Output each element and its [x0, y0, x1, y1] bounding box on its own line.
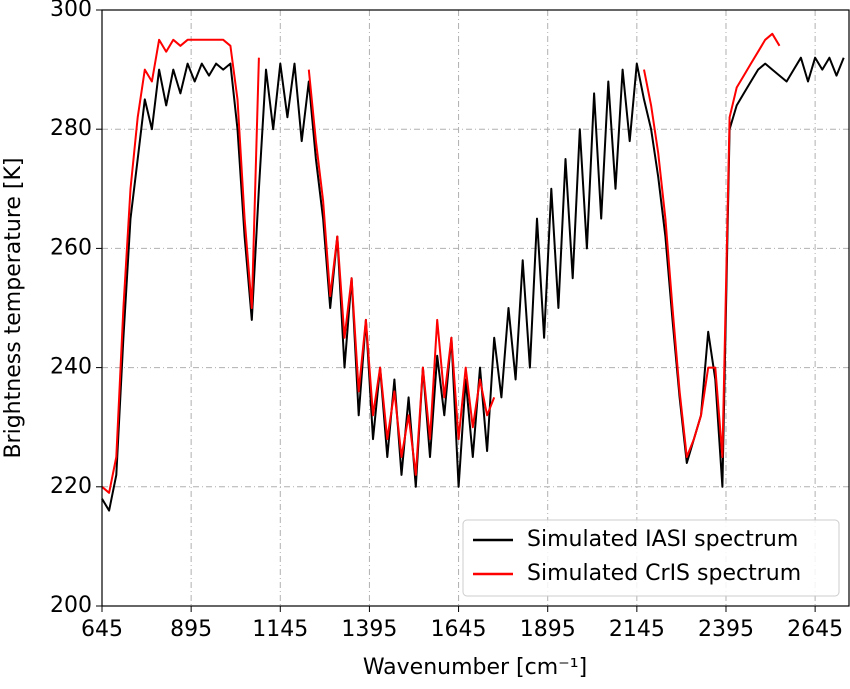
- y-tick-label: 260: [50, 235, 92, 260]
- x-tick-label: 1895: [520, 617, 576, 642]
- y-axis-label: Brightness temperature [K]: [1, 157, 26, 458]
- x-tick-label: 1645: [431, 617, 487, 642]
- x-tick-label: 2645: [787, 617, 843, 642]
- x-tick-label: 895: [170, 617, 212, 642]
- legend-label: Simulated CrIS spectrum: [527, 561, 801, 586]
- legend-label: Simulated IASI spectrum: [527, 527, 798, 552]
- x-tick-label: 1395: [341, 617, 397, 642]
- y-tick-label: 300: [50, 0, 92, 22]
- x-tick-label: 1145: [252, 617, 308, 642]
- y-tick-label: 280: [50, 116, 92, 141]
- legend-box: [462, 519, 840, 597]
- series-line: [101, 56, 845, 512]
- x-tick-label: 645: [81, 617, 123, 642]
- x-tick-label: 2145: [609, 617, 665, 642]
- x-tick-label: 2395: [698, 617, 754, 642]
- y-tick-label: 220: [50, 474, 92, 499]
- y-tick-label: 200: [50, 593, 92, 618]
- series-line: [101, 32, 781, 494]
- x-axis-label: Wavenumber [cm⁻¹]: [363, 655, 587, 680]
- y-tick-label: 240: [50, 355, 92, 380]
- plot-frame: [101, 9, 850, 607]
